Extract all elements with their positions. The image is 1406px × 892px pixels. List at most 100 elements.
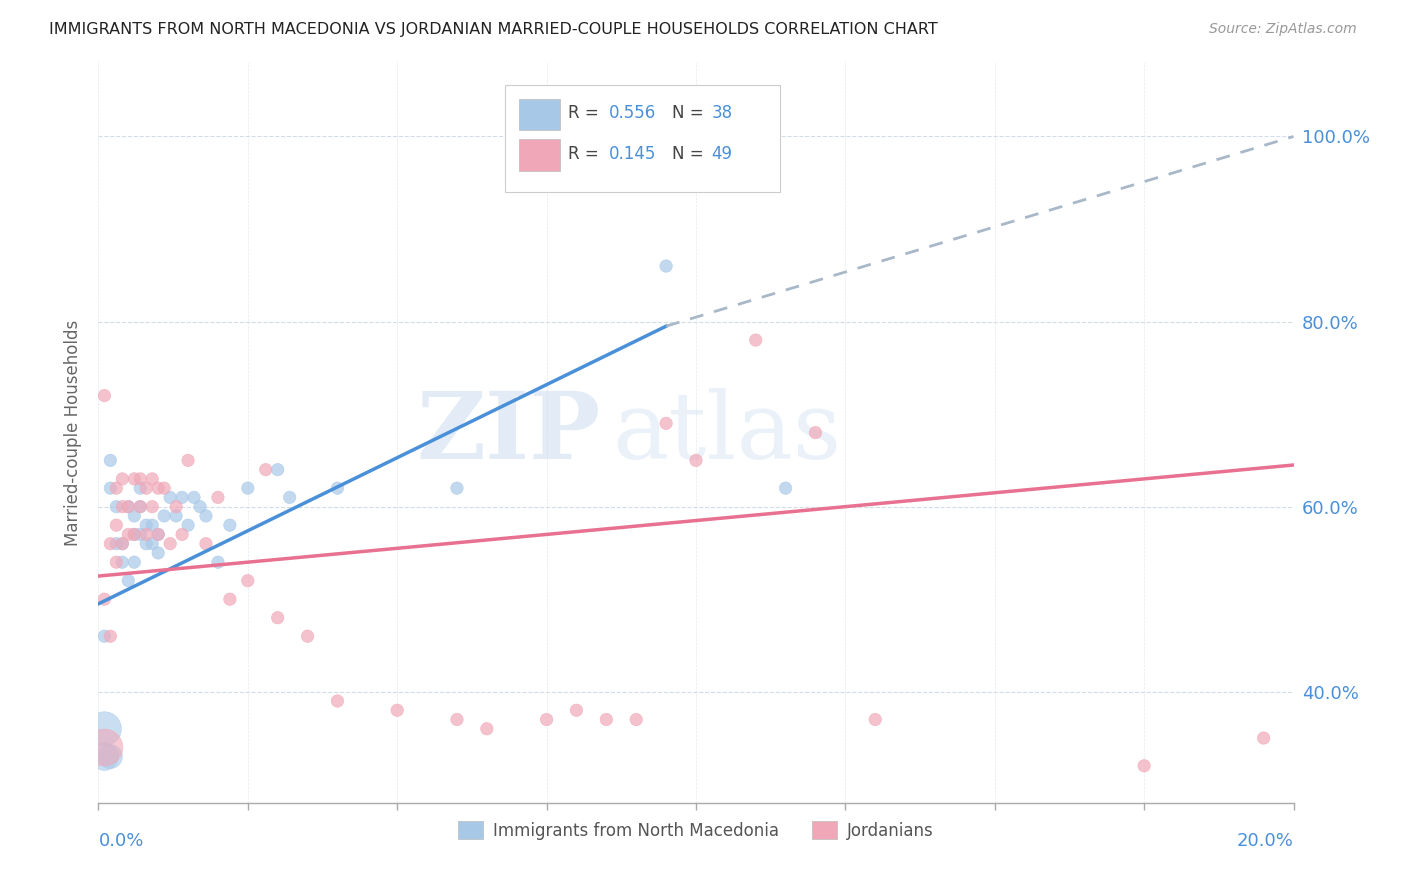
Text: 0.145: 0.145 — [609, 145, 657, 162]
Point — [267, 611, 290, 625]
Point — [1133, 758, 1156, 772]
Text: 38: 38 — [711, 103, 733, 122]
Point — [148, 546, 170, 560]
Point — [93, 740, 115, 755]
Point — [129, 500, 152, 514]
Point — [475, 722, 498, 736]
Point — [326, 694, 349, 708]
FancyBboxPatch shape — [519, 99, 560, 130]
Point — [129, 527, 152, 541]
Legend: Immigrants from North Macedonia, Jordanians: Immigrants from North Macedonia, Jordani… — [451, 814, 941, 847]
Point — [177, 518, 200, 533]
Point — [93, 722, 115, 736]
Point — [105, 500, 128, 514]
Point — [1253, 731, 1275, 745]
Point — [865, 713, 887, 727]
Point — [685, 453, 707, 467]
Point — [98, 536, 122, 550]
Point — [159, 491, 181, 505]
Point — [626, 713, 648, 727]
Point — [93, 592, 115, 607]
Point — [148, 527, 170, 541]
Point — [135, 518, 157, 533]
Point — [195, 536, 218, 550]
Text: IMMIGRANTS FROM NORTH MACEDONIA VS JORDANIAN MARRIED-COUPLE HOUSEHOLDS CORRELATI: IMMIGRANTS FROM NORTH MACEDONIA VS JORDA… — [49, 22, 938, 37]
Text: ZIP: ZIP — [416, 388, 600, 477]
Point — [111, 555, 134, 569]
Point — [111, 500, 134, 514]
Text: 0.0%: 0.0% — [98, 832, 143, 850]
Point — [165, 500, 187, 514]
FancyBboxPatch shape — [519, 139, 560, 170]
Point — [195, 508, 218, 523]
Point — [98, 629, 122, 643]
Point — [111, 536, 134, 550]
Point — [129, 481, 152, 495]
Point — [207, 491, 229, 505]
Point — [254, 462, 277, 476]
Point — [267, 462, 290, 476]
Point — [655, 417, 678, 431]
Text: 20.0%: 20.0% — [1237, 832, 1294, 850]
Y-axis label: Married-couple Households: Married-couple Households — [65, 319, 83, 546]
Point — [93, 629, 115, 643]
Point — [124, 527, 146, 541]
Point — [135, 527, 157, 541]
Point — [219, 518, 242, 533]
Point — [148, 527, 170, 541]
Point — [105, 536, 128, 550]
Point — [124, 508, 146, 523]
Point — [188, 500, 211, 514]
Point — [595, 713, 617, 727]
Point — [165, 508, 187, 523]
Point — [117, 527, 139, 541]
Point — [135, 481, 157, 495]
Point — [172, 527, 194, 541]
Point — [124, 472, 146, 486]
Point — [141, 500, 163, 514]
Point — [297, 629, 319, 643]
Point — [117, 500, 139, 514]
Point — [177, 453, 200, 467]
Point — [129, 500, 152, 514]
Point — [385, 703, 409, 717]
Point — [93, 749, 115, 764]
Text: 49: 49 — [711, 145, 733, 162]
Point — [98, 453, 122, 467]
Point — [745, 333, 768, 347]
Point — [183, 491, 205, 505]
Point — [153, 481, 176, 495]
Point — [236, 574, 259, 588]
Point — [536, 713, 558, 727]
Point — [135, 536, 157, 550]
Point — [111, 472, 134, 486]
Point — [153, 508, 176, 523]
Text: atlas: atlas — [613, 388, 842, 477]
Point — [141, 472, 163, 486]
Point — [141, 536, 163, 550]
Point — [124, 527, 146, 541]
Point — [804, 425, 827, 440]
Text: N =: N = — [672, 103, 709, 122]
Point — [111, 536, 134, 550]
Point — [124, 555, 146, 569]
Text: Source: ZipAtlas.com: Source: ZipAtlas.com — [1209, 22, 1357, 37]
Point — [148, 481, 170, 495]
Point — [141, 518, 163, 533]
Point — [105, 518, 128, 533]
Point — [98, 481, 122, 495]
Point — [159, 536, 181, 550]
Point — [775, 481, 797, 495]
Text: R =: R = — [568, 145, 605, 162]
Text: 0.556: 0.556 — [609, 103, 657, 122]
Point — [446, 713, 468, 727]
Point — [655, 259, 678, 273]
Point — [219, 592, 242, 607]
Point — [278, 491, 301, 505]
Point — [105, 555, 128, 569]
FancyBboxPatch shape — [505, 85, 779, 192]
Point — [117, 574, 139, 588]
Point — [117, 500, 139, 514]
Point — [207, 555, 229, 569]
Point — [565, 703, 588, 717]
